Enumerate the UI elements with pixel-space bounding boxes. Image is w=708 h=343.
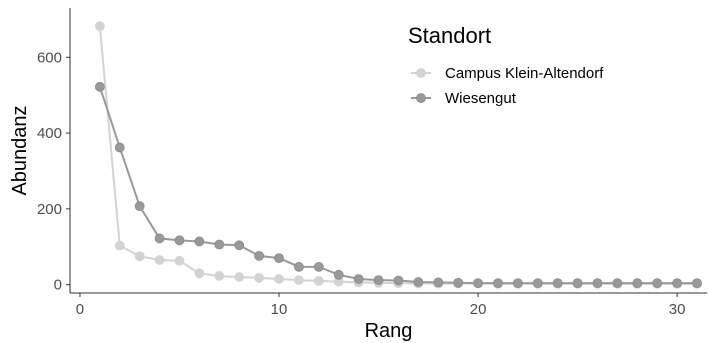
data-point bbox=[433, 277, 444, 288]
legend: Standort Campus Klein-Altendorf Wiesengut bbox=[408, 23, 604, 107]
data-point bbox=[572, 278, 583, 289]
x-tick-label: 30 bbox=[669, 301, 686, 318]
data-point bbox=[612, 278, 623, 289]
y-tick-label: 200 bbox=[37, 201, 62, 218]
data-point bbox=[94, 21, 105, 32]
data-point bbox=[134, 201, 145, 212]
legend-item: Campus Klein-Altendorf bbox=[411, 65, 604, 82]
data-point bbox=[632, 278, 643, 289]
data-point bbox=[652, 278, 663, 289]
y-tick-label: 0 bbox=[54, 277, 62, 294]
data-point bbox=[214, 239, 225, 250]
x-axis-title: Rang bbox=[365, 320, 413, 342]
axis-ticks: 0 10 20 30 0 200 400 600 bbox=[37, 49, 686, 318]
data-point bbox=[672, 278, 683, 289]
legend-items: Campus Klein-Altendorf Wiesengut bbox=[411, 65, 604, 107]
data-point bbox=[373, 275, 384, 286]
data-point bbox=[313, 275, 324, 286]
data-point bbox=[473, 278, 483, 289]
data-point bbox=[254, 250, 265, 261]
y-tick-label: 400 bbox=[37, 125, 62, 142]
data-point bbox=[234, 272, 245, 282]
data-point bbox=[393, 275, 404, 286]
data-point bbox=[154, 233, 165, 244]
data-point bbox=[154, 255, 165, 265]
x-tick-label: 10 bbox=[271, 301, 288, 318]
data-point bbox=[114, 240, 125, 251]
data-point bbox=[174, 255, 185, 266]
series-2 bbox=[94, 81, 702, 289]
data-point bbox=[274, 274, 284, 284]
x-tick-label: 20 bbox=[470, 301, 487, 318]
data-point bbox=[294, 261, 304, 272]
legend-key-point bbox=[416, 93, 426, 103]
data-point bbox=[453, 277, 464, 288]
legend-label: Campus Klein-Altendorf bbox=[445, 65, 604, 82]
data-point bbox=[174, 235, 185, 246]
series-1 bbox=[94, 21, 702, 289]
data-point bbox=[512, 278, 523, 289]
data-point bbox=[552, 278, 563, 289]
y-axis-title: Abundanz bbox=[9, 105, 31, 195]
series-line bbox=[98, 86, 698, 285]
data-point bbox=[592, 278, 603, 289]
data-point bbox=[294, 275, 304, 286]
data-point bbox=[274, 253, 284, 264]
data-point bbox=[194, 268, 205, 279]
y-tick-label: 600 bbox=[37, 49, 62, 66]
data-point bbox=[134, 251, 145, 262]
data-point bbox=[532, 278, 543, 289]
legend-label: Wiesengut bbox=[445, 90, 517, 107]
data-point bbox=[234, 240, 245, 251]
legend-item: Wiesengut bbox=[411, 90, 517, 107]
data-point bbox=[493, 278, 503, 289]
legend-key-point bbox=[416, 68, 426, 78]
x-tick-label: 0 bbox=[76, 301, 84, 318]
legend-title: Standort bbox=[408, 23, 491, 48]
data-point bbox=[313, 261, 324, 272]
data-point bbox=[333, 269, 344, 280]
plot-area bbox=[94, 21, 702, 289]
data-point bbox=[413, 277, 424, 287]
data-point bbox=[353, 274, 364, 284]
data-point bbox=[692, 278, 702, 289]
data-point bbox=[114, 142, 125, 153]
series-line bbox=[98, 26, 698, 285]
data-point bbox=[254, 272, 265, 283]
data-point bbox=[94, 81, 105, 92]
data-point bbox=[194, 236, 205, 247]
data-point bbox=[214, 271, 225, 281]
